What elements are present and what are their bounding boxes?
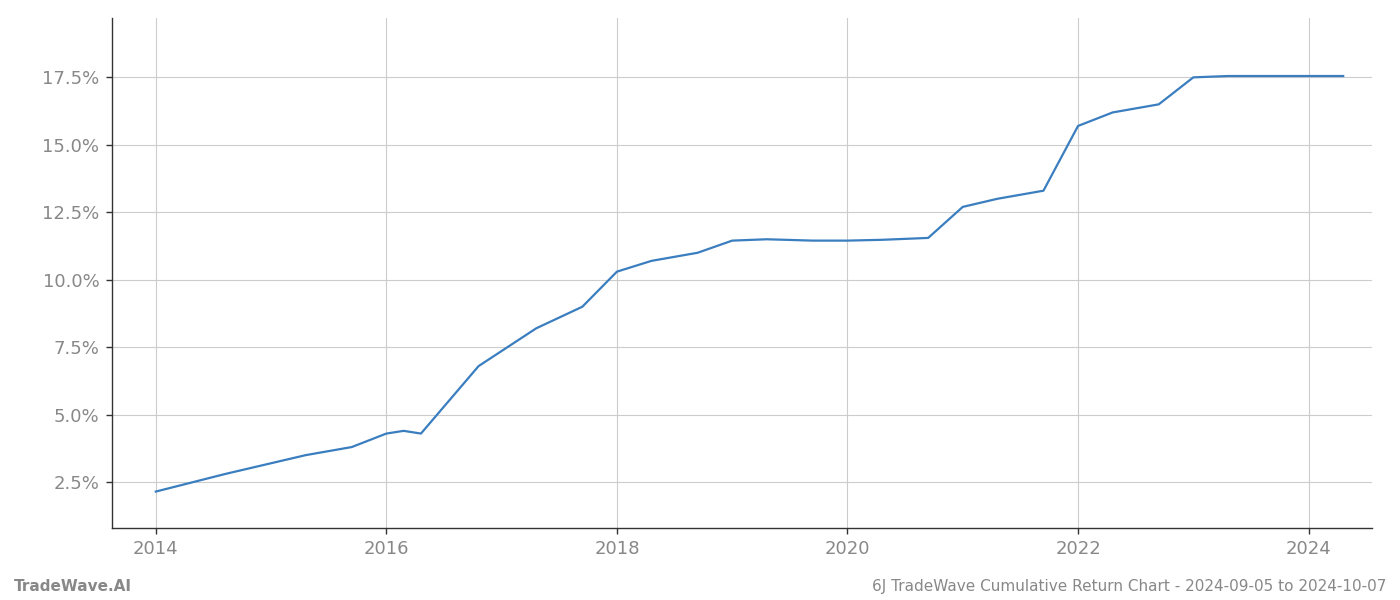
Text: TradeWave.AI: TradeWave.AI	[14, 579, 132, 594]
Text: 6J TradeWave Cumulative Return Chart - 2024-09-05 to 2024-10-07: 6J TradeWave Cumulative Return Chart - 2…	[872, 579, 1386, 594]
